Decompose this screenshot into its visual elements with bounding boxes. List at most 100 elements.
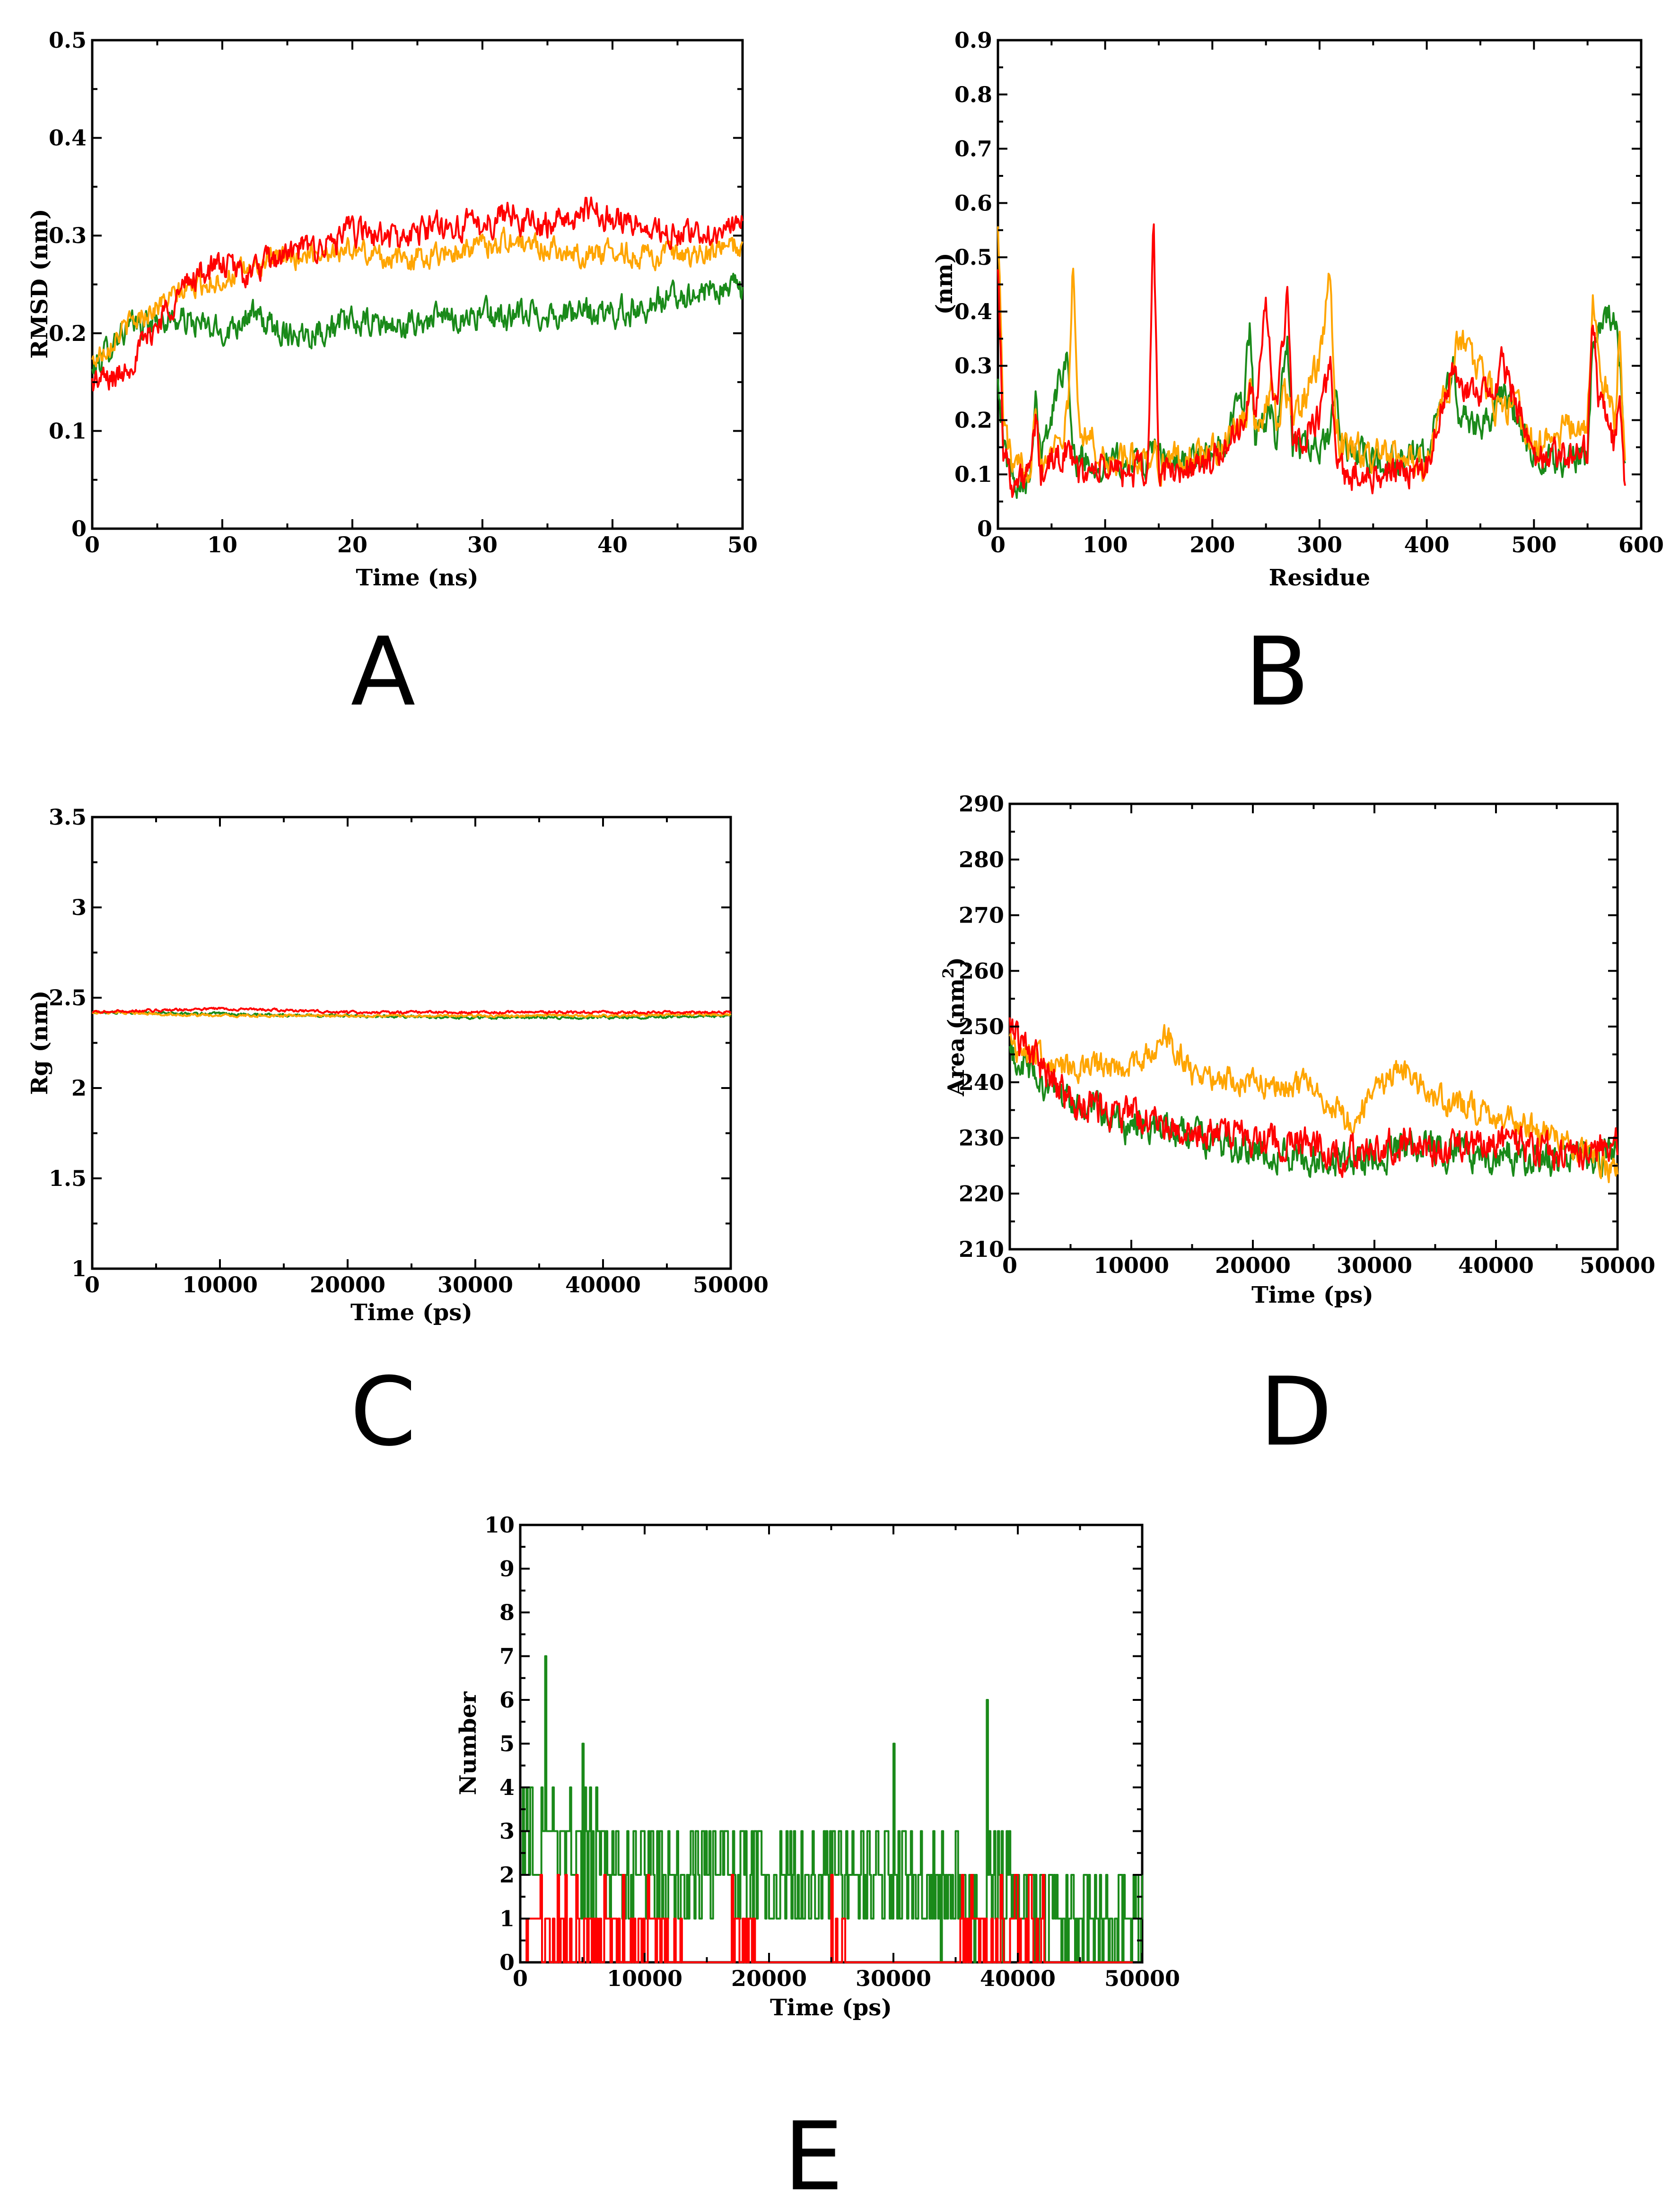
series-layer	[91, 196, 743, 392]
y-tick-label: 0	[977, 516, 992, 541]
y-tick-label: 0.9	[954, 27, 992, 53]
x-tick-label: 50000	[693, 1272, 769, 1298]
x-tick-label: 20000	[1215, 1253, 1291, 1278]
x-tick-label: 50000	[1104, 1966, 1180, 1991]
y-tick-label: 0.6	[954, 190, 992, 216]
y-tick-label: 0.3	[954, 353, 992, 379]
y-tick-label: 9	[499, 1556, 515, 1582]
y-axis-title-text: Area (nm	[943, 978, 970, 1097]
y-tick-label: 0.1	[49, 418, 87, 444]
y-tick-label: 0.7	[954, 136, 992, 162]
x-axis-title: Time (ns)	[356, 565, 478, 591]
y-axis-title: Number	[455, 1691, 481, 1795]
y-tick-label: 240	[959, 1070, 1004, 1095]
chart-panel-b: 0 100 200 300 400 500 600 0 0.1 0.2 0.3 0.4 0.5 0.6 0.…	[931, 27, 1664, 727]
y-tick-label: 0.4	[49, 125, 87, 151]
series-line-orange	[1009, 1024, 1618, 1184]
series-line-orange	[997, 226, 1626, 487]
x-tick-label: 600	[1618, 532, 1664, 557]
series-line-red	[1009, 1017, 1618, 1178]
x-tick-label: 500	[1511, 532, 1557, 557]
plot-frame	[1008, 802, 1619, 1251]
x-tick-label: 40000	[980, 1966, 1056, 1991]
x-tick-label: 10000	[607, 1966, 682, 1991]
y-axis-title: (nm)	[931, 253, 958, 314]
series-layer	[520, 1655, 1143, 1963]
y-axis-title: Area (nm2)	[939, 957, 970, 1097]
y-tick-label: 2.5	[49, 985, 87, 1010]
y-tick-label: 5	[499, 1731, 515, 1757]
y-tick-label: 0.5	[49, 27, 87, 53]
series-line-red	[91, 196, 743, 392]
y-tick-label: 7	[499, 1644, 515, 1669]
series-layer	[91, 1007, 732, 1020]
y-tick-label: 280	[959, 847, 1004, 872]
y-tick-label: 8	[499, 1600, 515, 1625]
y-tick-label: 0	[499, 1950, 515, 1975]
y-tick-label: 4	[499, 1775, 515, 1800]
y-tick-label: 3.5	[49, 804, 87, 830]
x-tick-label: 0	[85, 532, 100, 557]
y-tick-label: 0.1	[954, 462, 992, 487]
plot-frame	[91, 816, 732, 1270]
x-tick-label: 0	[1002, 1253, 1017, 1278]
y-tick-label: 0.4	[954, 299, 992, 324]
x-tick-label: 300	[1297, 532, 1342, 557]
x-tick-label: 400	[1404, 532, 1450, 557]
panel-label-b: B	[1244, 617, 1309, 727]
y-tick-label: 10	[484, 1512, 515, 1538]
chart-panel-a: 0 10 20 30 40 50 0 0.1 0.2 0.3 0.4 0.5 Time (ns) RM…	[26, 27, 758, 727]
x-tick-label: 10000	[182, 1272, 258, 1298]
y-tick-label: 1	[499, 1906, 515, 1932]
chart-panel-c: 0 10000 20000 30000 40000 50000 1 1.5 2 2.5 3 3.5 T…	[26, 804, 769, 1467]
series-line-orange	[91, 226, 743, 367]
x-tick-label: 20	[337, 532, 367, 557]
tick-layer: 0 100 200 300 400 500 600 0 0.1 0.2 0.3 0.4 0.5 0.6 0.…	[954, 27, 1664, 557]
x-tick-label: 40000	[1458, 1253, 1534, 1278]
y-tick-label: 0.5	[954, 244, 992, 270]
y-axis-title-close: )	[943, 957, 970, 968]
series-line-orange	[91, 1010, 732, 1019]
x-tick-label: 0	[990, 532, 1006, 557]
y-tick-label: 250	[959, 1014, 1004, 1039]
y-tick-label: 290	[959, 791, 1004, 817]
x-tick-label: 200	[1189, 532, 1235, 557]
tick-layer: 0 10000 20000 30000 40000 50000 210 220 230 240 25…	[959, 791, 1655, 1278]
y-tick-label: 2	[71, 1075, 87, 1101]
y-tick-label: 1	[71, 1256, 87, 1281]
panel-label-d: D	[1259, 1357, 1332, 1467]
x-tick-label: 0	[513, 1966, 528, 1991]
tick-layer: 0 10 20 30 40 50 0 0.1 0.2 0.3 0.4 0.5	[49, 27, 758, 557]
x-tick-label: 10	[207, 532, 237, 557]
series-layer	[1009, 1017, 1618, 1184]
y-tick-label: 210	[959, 1237, 1004, 1262]
y-tick-label: 0	[71, 516, 87, 541]
y-tick-label: 1.5	[49, 1166, 87, 1191]
x-tick-label: 20000	[731, 1966, 807, 1991]
tick-layer: 0 10000 20000 30000 40000 50000 0 1 2 3 4 5 6 7 8 9 10	[484, 1512, 1180, 1991]
x-tick-label: 20000	[310, 1272, 385, 1298]
x-tick-label: 30000	[856, 1966, 931, 1991]
series-layer	[997, 223, 1626, 499]
tick-layer: 0 10000 20000 30000 40000 50000 1 1.5 2 2.5 3 3.5	[49, 804, 769, 1298]
series-line-green	[91, 272, 743, 376]
y-tick-label: 270	[959, 903, 1004, 928]
y-tick-label: 2	[499, 1862, 515, 1888]
y-tick-label: 220	[959, 1181, 1004, 1206]
chart-panel-d: 0 10000 20000 30000 40000 50000 210 220 230 240 25…	[939, 791, 1655, 1467]
y-tick-label: 3	[499, 1819, 515, 1844]
x-tick-label: 30	[467, 532, 498, 557]
chart-panel-e: 0 10000 20000 30000 40000 50000 0 1 2 3 4 5 6 7 8 9 10 T…	[455, 1512, 1180, 2212]
x-tick-label: 40	[597, 532, 628, 557]
y-tick-label: 230	[959, 1125, 1004, 1151]
x-tick-label: 100	[1083, 532, 1128, 557]
y-tick-label: 0.2	[49, 321, 87, 346]
series-line-red	[92, 1007, 732, 1015]
y-tick-label: 0.3	[49, 223, 87, 248]
series-line-red	[997, 223, 1626, 498]
x-tick-label: 0	[85, 1272, 100, 1298]
x-tick-label: 50	[727, 532, 758, 557]
panel-label-e: E	[784, 2102, 843, 2212]
x-axis-title: Time (ps)	[350, 1299, 472, 1326]
